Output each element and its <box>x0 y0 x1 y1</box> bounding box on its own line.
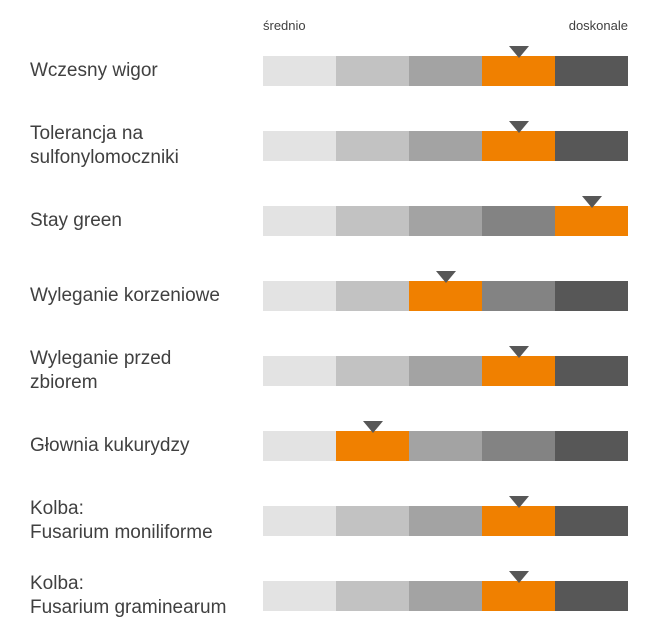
rating-segment <box>555 581 628 611</box>
trait-label: Kolba: Fusarium graminearum <box>30 573 227 618</box>
rating-marker-icon <box>508 496 529 508</box>
rating-bar <box>263 506 628 536</box>
rating-segment <box>482 131 555 161</box>
rating-marker-icon <box>508 121 529 133</box>
rating-bar <box>263 56 628 86</box>
rating-marker-icon <box>508 571 529 583</box>
rating-segment <box>409 431 482 461</box>
rating-segment <box>555 431 628 461</box>
rating-segment <box>263 206 336 236</box>
rating-bar <box>263 356 628 386</box>
rating-segment <box>263 281 336 311</box>
trait-label: Wyleganie korzeniowe <box>30 285 220 306</box>
rating-segment <box>555 206 628 236</box>
rating-bar <box>263 281 628 311</box>
rating-bar <box>263 206 628 236</box>
rating-bar <box>263 131 628 161</box>
rating-segment <box>409 131 482 161</box>
rating-segment <box>263 581 336 611</box>
trait-label: Kolba: Fusarium moniliforme <box>30 498 213 543</box>
rating-segment <box>336 581 409 611</box>
rating-segment <box>482 206 555 236</box>
rating-segment <box>263 431 336 461</box>
rating-segment <box>336 506 409 536</box>
rating-segment <box>336 281 409 311</box>
rating-segment <box>409 56 482 86</box>
rating-segment <box>555 506 628 536</box>
rating-marker-icon <box>581 196 602 208</box>
rating-marker-icon <box>508 346 529 358</box>
rating-segment <box>263 506 336 536</box>
rating-segment <box>409 506 482 536</box>
rating-segment <box>482 506 555 536</box>
rating-segment <box>409 281 482 311</box>
trait-label: Tolerancja na sulfonylomoczniki <box>30 123 179 168</box>
rating-marker-icon <box>362 421 383 433</box>
rating-segment <box>555 281 628 311</box>
rating-marker-icon <box>508 46 529 58</box>
rating-bar <box>263 431 628 461</box>
rating-marker-icon <box>435 271 456 283</box>
rating-segment <box>336 56 409 86</box>
rating-segment <box>409 581 482 611</box>
scale-high-label: doskonale <box>568 18 628 33</box>
rating-bar <box>263 581 628 611</box>
rating-segment <box>482 356 555 386</box>
rating-segment <box>263 56 336 86</box>
rating-segment <box>555 131 628 161</box>
rating-segment <box>336 206 409 236</box>
trait-label: Wyleganie przed zbiorem <box>30 348 172 393</box>
trait-label: Wczesny wigor <box>30 60 158 81</box>
rating-segment <box>409 206 482 236</box>
rating-segment <box>482 56 555 86</box>
rating-segment <box>555 56 628 86</box>
trait-label: Stay green <box>30 210 122 231</box>
rating-segment <box>336 431 409 461</box>
rating-segment <box>263 356 336 386</box>
rating-segment <box>263 131 336 161</box>
rating-segment <box>409 356 482 386</box>
rating-segment <box>336 356 409 386</box>
rating-segment <box>555 356 628 386</box>
rating-segment <box>482 581 555 611</box>
rating-segment <box>482 281 555 311</box>
rating-segment <box>482 431 555 461</box>
rating-segment <box>336 131 409 161</box>
trait-label: Głownia kukurydzy <box>30 435 190 456</box>
scale-low-label: średnio <box>263 18 306 33</box>
